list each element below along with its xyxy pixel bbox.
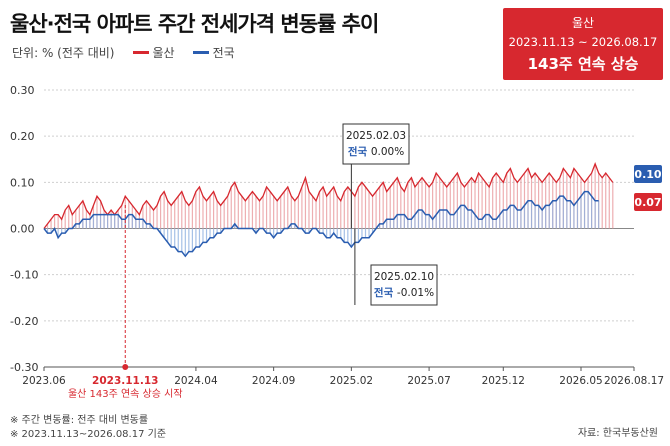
info-box-highlight: 143주 연속 상승: [527, 55, 639, 73]
legend-ulsan-swatch: [132, 51, 149, 54]
source-label: 자료: 한국부동산원: [577, 428, 658, 439]
footnote-2: ※ 2023.11.13~2026.08.17 기준: [10, 429, 167, 440]
x-tick-label: 2026.05: [559, 375, 602, 387]
y-tick-label: 0.00: [10, 223, 35, 236]
legend-national-swatch: [192, 51, 209, 54]
highlight-info-box: 울산 2023.11.13 ~ 2026.08.17 143주 연속 상승: [503, 8, 663, 80]
info-box-period: 2023.11.13 ~ 2026.08.17: [508, 35, 658, 49]
x-tick-label: 2026.08.17: [604, 375, 664, 387]
legend-national-label: 전국: [212, 46, 235, 60]
footnote-1: ※ 주간 변동률: 전주 대비 변동률: [10, 415, 149, 426]
legend-national: 전국: [192, 44, 235, 61]
x-tick-label: 2024.09: [252, 375, 295, 387]
annotation-1-number: 0.00%: [371, 146, 404, 158]
annotation-2: 2025.02.10 전국 -0.01%: [354, 264, 438, 306]
annotation-2-box: [370, 264, 438, 306]
page-title: 울산·전국 아파트 주간 전세가격 변동률 추이: [10, 12, 379, 36]
unit-legend-row: 단위: % (전주 대비) 울산 전국: [12, 44, 235, 61]
highlight-note: 울산 143주 연속 상승 시작: [68, 388, 183, 400]
end-label-national-bg: [634, 165, 662, 183]
annotation-1-date: 2025.02.03: [346, 130, 406, 142]
x-tick-label: 2023.06: [22, 375, 66, 387]
annotation-2-number: -0.01%: [397, 287, 434, 299]
end-label-ulsan-bg: [634, 193, 662, 211]
y-tick-label: 0.20: [10, 130, 35, 143]
x-tick-label: 2025.07: [407, 375, 450, 387]
annotation-1-series: 전국: [348, 145, 371, 158]
y-tick-label: -0.20: [10, 315, 38, 328]
highlight-tick-label: 2023.11.13: [92, 375, 158, 387]
legend-ulsan: 울산: [132, 44, 175, 61]
highlight-marker: [122, 364, 129, 370]
unit-label: 단위: % (전주 대비): [12, 46, 115, 60]
annotation-2-value: 전국 -0.01%: [374, 286, 434, 299]
legend-ulsan-label: 울산: [152, 46, 175, 60]
info-box-region: 울산: [571, 16, 595, 30]
x-tick-label: 2025.12: [482, 375, 525, 387]
annotation-2-date: 2025.02.10: [374, 271, 434, 283]
y-tick-label: 0.30: [10, 84, 35, 97]
y-tick-label: 0.10: [10, 176, 35, 189]
annotation-2-series: 전국: [374, 286, 397, 299]
national-line: [43, 190, 599, 258]
y-tick-label: -0.30: [10, 361, 38, 374]
annotation-1-value: 전국 0.00%: [348, 145, 404, 158]
y-tick-label: -0.10: [10, 269, 38, 282]
annotation-1-box: [342, 123, 410, 165]
end-label-national: 0.10: [634, 168, 661, 181]
x-tick-label: 2024.04: [174, 375, 218, 387]
x-tick-label: 2025.02: [330, 375, 373, 387]
end-label-ulsan: 0.07: [634, 196, 661, 209]
annotation-1: 2025.02.03 전국 0.00%: [342, 123, 410, 165]
ulsan-line: [43, 162, 614, 229]
